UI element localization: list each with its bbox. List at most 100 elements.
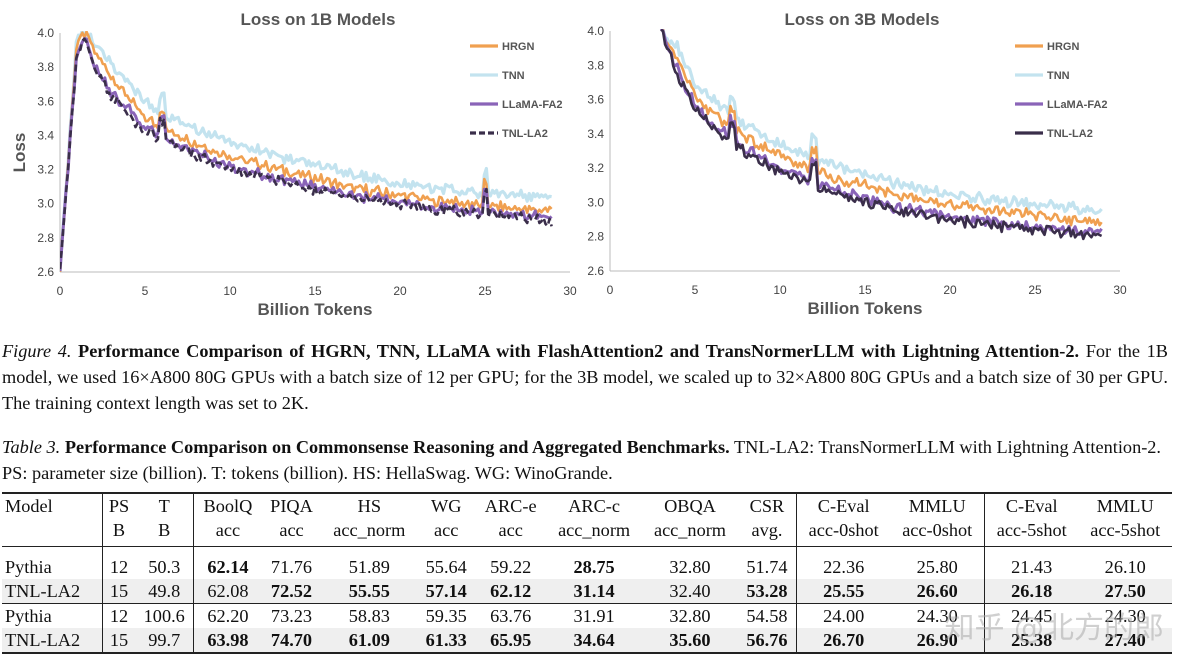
y-tick-label: 3.0: [37, 197, 54, 211]
series-line-tnl-la2: [660, 29, 1103, 241]
table-cell: 51.89: [348, 557, 390, 577]
table-cell: 26.90: [890, 628, 985, 654]
table-subheader-cell: acc: [475, 518, 547, 547]
table-cell: 57.14: [417, 579, 476, 604]
table-cell: 27.40: [1078, 628, 1172, 654]
table-cell: 56.76: [737, 628, 797, 654]
table-cell: 31.14: [546, 579, 643, 604]
legend-label: TNL-LA2: [1047, 128, 1093, 140]
table-cell: 99.7: [135, 628, 195, 654]
x-tick-label: 25: [478, 284, 492, 298]
table-cell: 26.18: [984, 579, 1079, 604]
table-cell: TNL-LA2: [2, 579, 103, 604]
table-cell: 71.76: [270, 557, 313, 577]
x-tick-label: 0: [607, 283, 614, 297]
table-subheader-cell: acc: [193, 518, 262, 547]
table-subheader-cell: acc_norm: [321, 518, 418, 547]
table-caption-label: Table 3.: [2, 437, 61, 457]
table-subheader-cell: avg.: [737, 518, 797, 547]
table-cell: 54.58: [737, 603, 797, 628]
table-cell: 25.80: [890, 546, 985, 579]
table-cell: 12: [102, 603, 136, 628]
table-caption-bold: Performance Comparison on Commonsense Re…: [64, 437, 730, 457]
table-header-row: Model PS T BoolQ PIQA HS WG ARC-e ARC-c OBQA CSR C-…: [2, 492, 1172, 518]
figure-caption: Figure 4. Performance Comparison of HGRN…: [2, 338, 1168, 416]
figure-caption-text: For the 1B model, we used 16×A800 80G GP…: [2, 341, 1168, 413]
table-cell: 25.38: [984, 628, 1079, 654]
series-line-hrgn: [60, 31, 553, 272]
x-tick-label: 10: [773, 283, 787, 297]
x-tick-label: 30: [1113, 283, 1127, 297]
x-tick-label: 25: [1028, 283, 1042, 297]
table-cell: 59.35: [417, 603, 476, 628]
table-subheader-cell: B: [102, 518, 136, 547]
table-caption-text: TNL-LA2: TransNormerLLM with Lightning A…: [2, 437, 1162, 483]
y-tick-label: 3.6: [587, 93, 604, 107]
y-tick-label: 3.8: [37, 60, 54, 74]
y-tick-label: 4.0: [587, 24, 604, 38]
y-tick-label: 4.0: [37, 26, 54, 40]
loss-chart-1b: Loss on 1B Models 4.0 3.8 3.6 3.4 3.2 3.0 2.8 2.…: [0, 0, 590, 326]
table-cell: 53.28: [737, 579, 797, 604]
y-tick-label: 3.8: [587, 58, 604, 72]
table-cell: 100.6: [135, 603, 195, 628]
y-tick-label: 2.6: [37, 265, 54, 279]
table-cell: Pythia: [2, 603, 103, 628]
table-row: Pythia 12 50.3 62.14 71.76 51.89 55.64 59.22 28.…: [2, 546, 1172, 579]
x-tick-label: 10: [223, 284, 237, 298]
table-header-cell: Model: [2, 492, 103, 518]
table-header-cell: PIQA: [261, 492, 322, 518]
table-row: Pythia 12 100.6 62.20 73.23 58.83 59.35 63.76 31…: [2, 603, 1172, 628]
y-tick-label: 3.4: [37, 128, 54, 142]
table-header-cell: PS: [102, 492, 136, 518]
table-cell: 72.52: [261, 579, 322, 604]
y-tick-label: 3.2: [587, 161, 604, 175]
x-tick-label: 15: [308, 284, 322, 298]
table-subheader-cell: acc_norm: [642, 518, 738, 547]
table-header-cell: C-Eval: [984, 492, 1079, 518]
chart-title: Loss on 3B Models: [785, 10, 940, 29]
table-cell: 27.50: [1078, 579, 1172, 604]
table-header-cell: MMLU: [1078, 492, 1172, 518]
table-cell: 59.22: [490, 557, 532, 577]
x-tick-label: 5: [142, 284, 149, 298]
table-cell: 35.60: [642, 628, 738, 654]
legend-label: HRGN: [1047, 41, 1079, 53]
table-header-cell: WG: [417, 492, 476, 518]
y-tick-label: 3.4: [587, 127, 604, 141]
x-tick-label: 0: [57, 284, 64, 298]
table-body: Pythia 12 50.3 62.14 71.76 51.89 55.64 59.22 28.…: [2, 546, 1172, 654]
x-axis-label: Billion Tokens: [258, 300, 373, 319]
table-header-cell: ARC-e: [475, 492, 547, 518]
legend-label: TNN: [502, 70, 525, 82]
table-cell: 32.80: [642, 603, 738, 628]
legend-label: LLaMA-FA2: [502, 99, 563, 111]
loss-chart-3b: Loss on 3B Models 4.0 3.8 3.6 3.4 3.2 3.0 2.8 2.…: [587, 0, 1178, 326]
chart-title: Loss on 1B Models: [241, 10, 396, 29]
x-tick-label: 30: [563, 284, 577, 298]
legend-label: HRGN: [502, 41, 534, 53]
table-subheader-cell: B: [135, 518, 195, 547]
table-subheader-cell: acc-0shot: [796, 518, 891, 547]
table-subheader-cell: acc-0shot: [890, 518, 985, 547]
x-tick-label: 20: [943, 283, 957, 297]
table-cell: 73.23: [261, 603, 322, 628]
figure-caption-bold: Performance Comparison of HGRN, TNN, LLa…: [78, 341, 1080, 361]
table-cell: 63.76: [475, 603, 547, 628]
table-header-cell: C-Eval: [796, 492, 891, 518]
table-cell: 49.8: [135, 579, 195, 604]
table-cell: Pythia: [2, 546, 103, 579]
table-cell: 12: [109, 557, 129, 577]
benchmark-table: Model PS T BoolQ PIQA HS WG ARC-e ARC-c OBQA CSR C-…: [2, 492, 1172, 654]
table-cell: 25.55: [796, 579, 891, 604]
series-line-tnl-la2: [60, 37, 553, 270]
y-tick-label: 2.8: [587, 230, 604, 244]
series-line-tnn: [660, 29, 1103, 216]
series-line-llama-fa2: [60, 37, 553, 272]
table-header-cell: T: [135, 492, 195, 518]
table-subheader-cell: acc: [261, 518, 322, 547]
table-caption: Table 3. Performance Comparison on Commo…: [2, 434, 1168, 486]
table-cell: 24.30: [1078, 603, 1172, 628]
x-tick-label: 20: [393, 284, 407, 298]
